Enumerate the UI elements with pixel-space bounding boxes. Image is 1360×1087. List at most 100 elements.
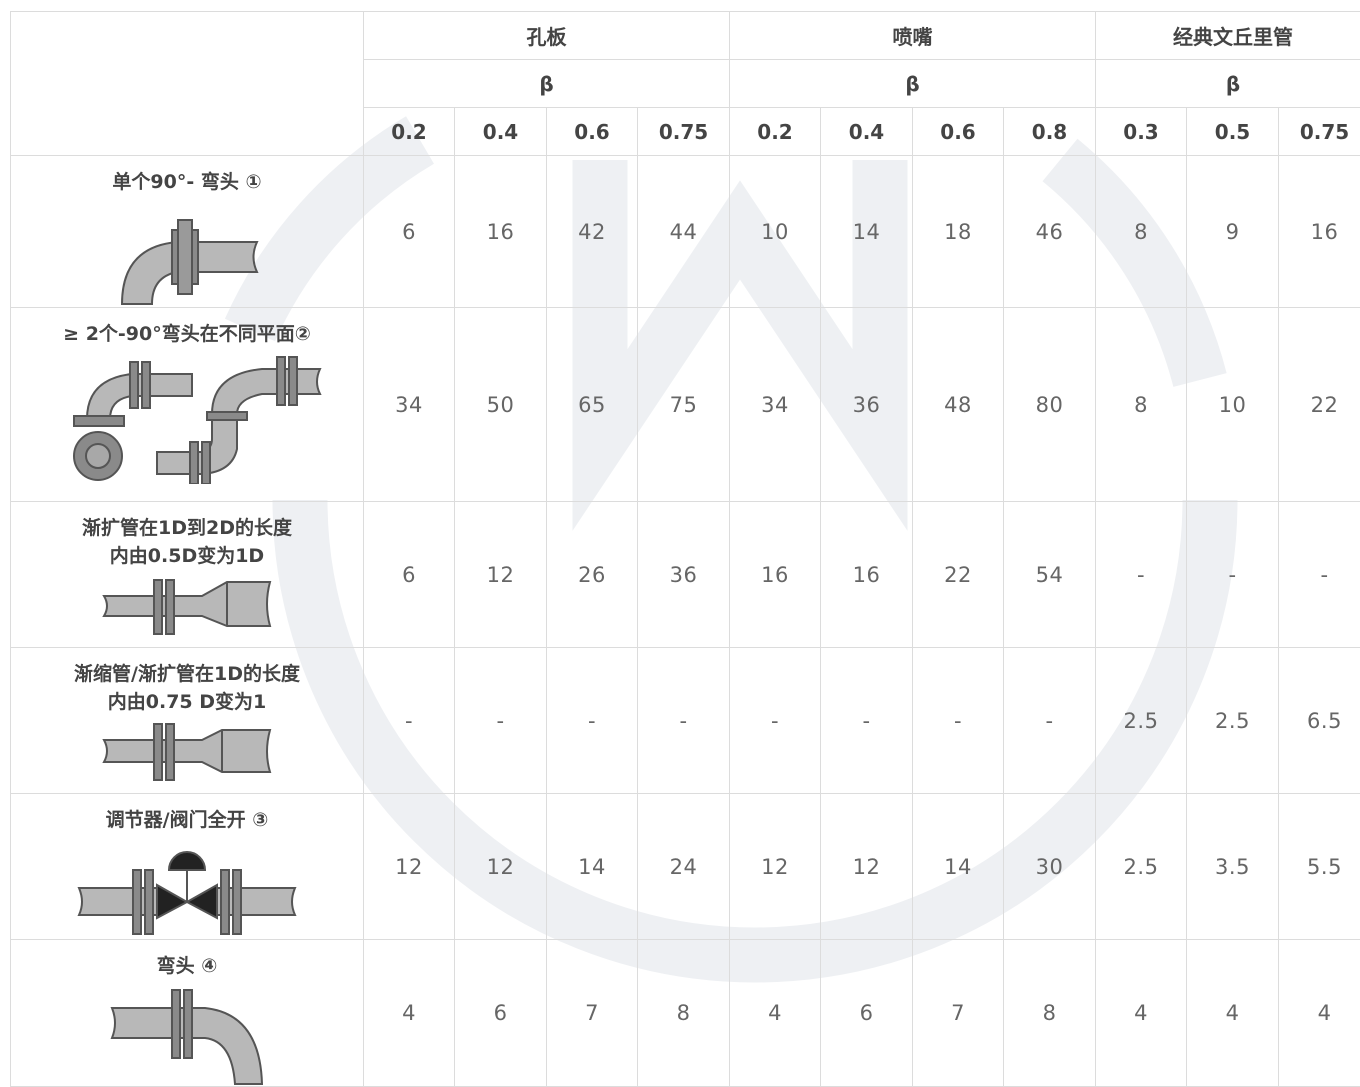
table-cell: 34 — [730, 308, 821, 502]
beta-value: 0.2 — [730, 108, 821, 156]
table-row: ≥ 2个-90°弯头在不同平面② — [11, 308, 1360, 502]
table-cell: 12 — [455, 794, 547, 940]
table-cell: 14 — [547, 794, 638, 940]
table-cell: 3.5 — [1187, 794, 1279, 940]
table-cell: - — [364, 648, 455, 794]
table-cell: 10 — [1187, 308, 1279, 502]
group-header-nozzle: 喷嘴 — [730, 12, 1096, 60]
table-cell: 4 — [1279, 940, 1360, 1087]
table-cell: - — [821, 648, 913, 794]
table-cell: - — [913, 648, 1004, 794]
row-label: ≥ 2个-90°弯头在不同平面② — [11, 320, 363, 348]
table-cell: 6 — [364, 502, 455, 648]
table-cell: 12 — [364, 794, 455, 940]
table-cell: 4 — [1187, 940, 1279, 1087]
row-label-cell: 渐扩管在1D到2D的长度 内由0.5D变为1D — [11, 502, 364, 648]
row-label: 渐缩管/渐扩管在1D的长度 — [11, 660, 363, 688]
table-cell: - — [1187, 502, 1279, 648]
table-cell: 14 — [821, 156, 913, 308]
table-cell: 8 — [1096, 308, 1187, 502]
single-90-elbow-icon — [112, 202, 262, 307]
table-cell: 5.5 — [1279, 794, 1360, 940]
row-label: 内由0.5D变为1D — [11, 542, 363, 570]
table-cell: - — [455, 648, 547, 794]
elbow-icon — [110, 986, 265, 1086]
reducer-expander-icon — [102, 722, 272, 784]
group-header-orifice: 孔板 — [364, 12, 730, 60]
control-valve-icon — [77, 840, 297, 935]
table-cell: 6 — [364, 156, 455, 308]
table-cell: 9 — [1187, 156, 1279, 308]
beta-value: 0.75 — [1279, 108, 1360, 156]
table-cell: 4 — [364, 940, 455, 1087]
beta-value: 0.2 — [364, 108, 455, 156]
row-label-cell: ≥ 2个-90°弯头在不同平面② — [11, 308, 364, 502]
table-cell: 6.5 — [1279, 648, 1360, 794]
row-label: 内由0.75 D变为1 — [11, 688, 363, 716]
table-row: 调节器/阀门全开 ③ 12 — [11, 794, 1360, 940]
table-cell: 22 — [913, 502, 1004, 648]
table-cell: 2.5 — [1096, 794, 1187, 940]
beta-value: 0.6 — [547, 108, 638, 156]
beta-value: 0.5 — [1187, 108, 1279, 156]
beta-value: 0.4 — [455, 108, 547, 156]
table-cell: 4 — [730, 940, 821, 1087]
beta-value: 0.75 — [638, 108, 730, 156]
table-cell: - — [1279, 502, 1360, 648]
beta-header-venturi: β — [1096, 60, 1360, 108]
beta-value: 0.3 — [1096, 108, 1187, 156]
table-cell: 34 — [364, 308, 455, 502]
table-row: 渐扩管在1D到2D的长度 内由0.5D变为1D 6 12 26 36 16 16… — [11, 502, 1360, 648]
table-cell: 12 — [821, 794, 913, 940]
group-header-venturi: 经典文丘里管 — [1096, 12, 1360, 60]
row-label-cell: 弯头 ④ — [11, 940, 364, 1087]
table-cell: 2.5 — [1187, 648, 1279, 794]
table-cell: 10 — [730, 156, 821, 308]
row-label-cell: 调节器/阀门全开 ③ — [11, 794, 364, 940]
table-cell: 42 — [547, 156, 638, 308]
table-cell: 26 — [547, 502, 638, 648]
table-cell: 12 — [730, 794, 821, 940]
beta-header-nozzle: β — [730, 60, 1096, 108]
beta-value: 0.8 — [1004, 108, 1096, 156]
table-cell: 16 — [1279, 156, 1360, 308]
corner-cell — [11, 12, 364, 156]
table-cell: 65 — [547, 308, 638, 502]
table-cell: - — [730, 648, 821, 794]
table-cell: 8 — [1004, 940, 1096, 1087]
table-cell: 7 — [913, 940, 1004, 1087]
table-cell: 46 — [1004, 156, 1096, 308]
table-cell: 80 — [1004, 308, 1096, 502]
table-cell: 75 — [638, 308, 730, 502]
row-label-cell: 单个90°- 弯头 ① — [11, 156, 364, 308]
table-cell: 18 — [913, 156, 1004, 308]
table-cell: - — [1004, 648, 1096, 794]
row-label-cell: 渐缩管/渐扩管在1D的长度 内由0.75 D变为1 — [11, 648, 364, 794]
table-row: 渐缩管/渐扩管在1D的长度 内由0.75 D变为1 - - - - - - - … — [11, 648, 1360, 794]
row-label: 单个90°- 弯头 ① — [11, 168, 363, 196]
table-cell: 16 — [821, 502, 913, 648]
table-cell: - — [1096, 502, 1187, 648]
table-cell: 12 — [455, 502, 547, 648]
table-cell: 50 — [455, 308, 547, 502]
table-cell: 8 — [638, 940, 730, 1087]
table-cell: 16 — [730, 502, 821, 648]
table-cell: 8 — [1096, 156, 1187, 308]
table-cell: 22 — [1279, 308, 1360, 502]
table-row: 弯头 ④ 4 6 7 8 4 6 7 8 4 4 4 — [11, 940, 1360, 1087]
expander-icon — [102, 576, 272, 638]
table-cell: 16 — [455, 156, 547, 308]
table-row: 单个90°- 弯头 ① 6 16 42 44 10 14 18 46 8 9 — [11, 156, 1360, 308]
double-elbow-different-planes-icon — [52, 354, 322, 484]
table-cell: 14 — [913, 794, 1004, 940]
beta-header-orifice: β — [364, 60, 730, 108]
table-cell: 54 — [1004, 502, 1096, 648]
table-cell: 7 — [547, 940, 638, 1087]
row-label: 渐扩管在1D到2D的长度 — [11, 514, 363, 542]
table-cell: 2.5 — [1096, 648, 1187, 794]
flow-meter-straight-length-table: 孔板 喷嘴 经典文丘里管 β β β 0.2 0.4 0.6 0.75 0.2 … — [10, 11, 1360, 1087]
table-cell: - — [547, 648, 638, 794]
table-cell: 6 — [455, 940, 547, 1087]
table-cell: 4 — [1096, 940, 1187, 1087]
table-cell: 30 — [1004, 794, 1096, 940]
